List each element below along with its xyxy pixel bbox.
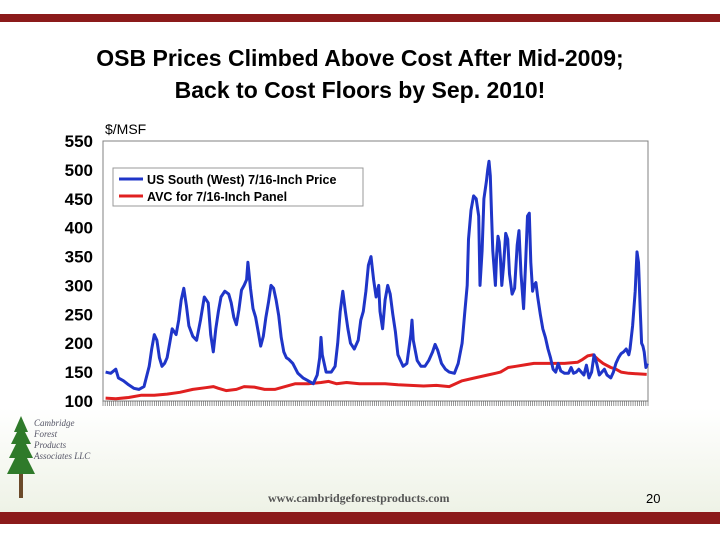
y-tick-label: 250 <box>65 305 93 324</box>
y-tick-label: 550 <box>65 132 93 151</box>
price-series-line <box>105 159 649 391</box>
y-tick-label: 500 <box>65 161 93 180</box>
avc-series-line <box>105 353 647 401</box>
y-tick-label: 300 <box>65 276 93 295</box>
bottom-accent-bar <box>0 512 720 524</box>
legend <box>112 167 364 207</box>
logo-line-2: Forest <box>34 429 58 439</box>
page-number: 20 <box>646 491 661 506</box>
legend-label: US South (West) 7/16-Inch Price <box>147 173 336 187</box>
y-tick-label: 200 <box>65 334 93 353</box>
logo-line-3: Products <box>34 440 67 450</box>
tree-logo-icon <box>7 416 35 498</box>
logo-line-1: Cambridge <box>34 418 75 428</box>
y-tick-label: 450 <box>65 190 93 209</box>
website-url[interactable]: www.cambridgeforestproducts.com <box>268 491 450 505</box>
logo-line-4: Associates LLC <box>34 451 91 461</box>
line-chart: 1001502002503003504004505005509092949698… <box>65 132 649 436</box>
slide-title: OSB Prices Climbed Above Cost After Mid-… <box>10 42 710 106</box>
y-axis-unit-label: $/MSF <box>105 121 147 137</box>
y-tick-label: 150 <box>65 363 93 382</box>
top-accent-bar <box>0 14 720 22</box>
legend-label: AVC for 7/16-Inch Panel <box>147 190 287 204</box>
title-line-1: OSB Prices Climbed Above Cost After Mid-… <box>96 45 624 71</box>
title-line-2: Back to Cost Floors by Sep. 2010! <box>174 77 546 103</box>
footer-wash <box>0 408 720 512</box>
y-tick-label: 400 <box>65 219 93 238</box>
y-tick-label: 100 <box>65 392 93 411</box>
y-tick-label: 350 <box>65 248 93 267</box>
company-logo-text: Cambridge Forest Products Associates LLC <box>34 418 90 462</box>
